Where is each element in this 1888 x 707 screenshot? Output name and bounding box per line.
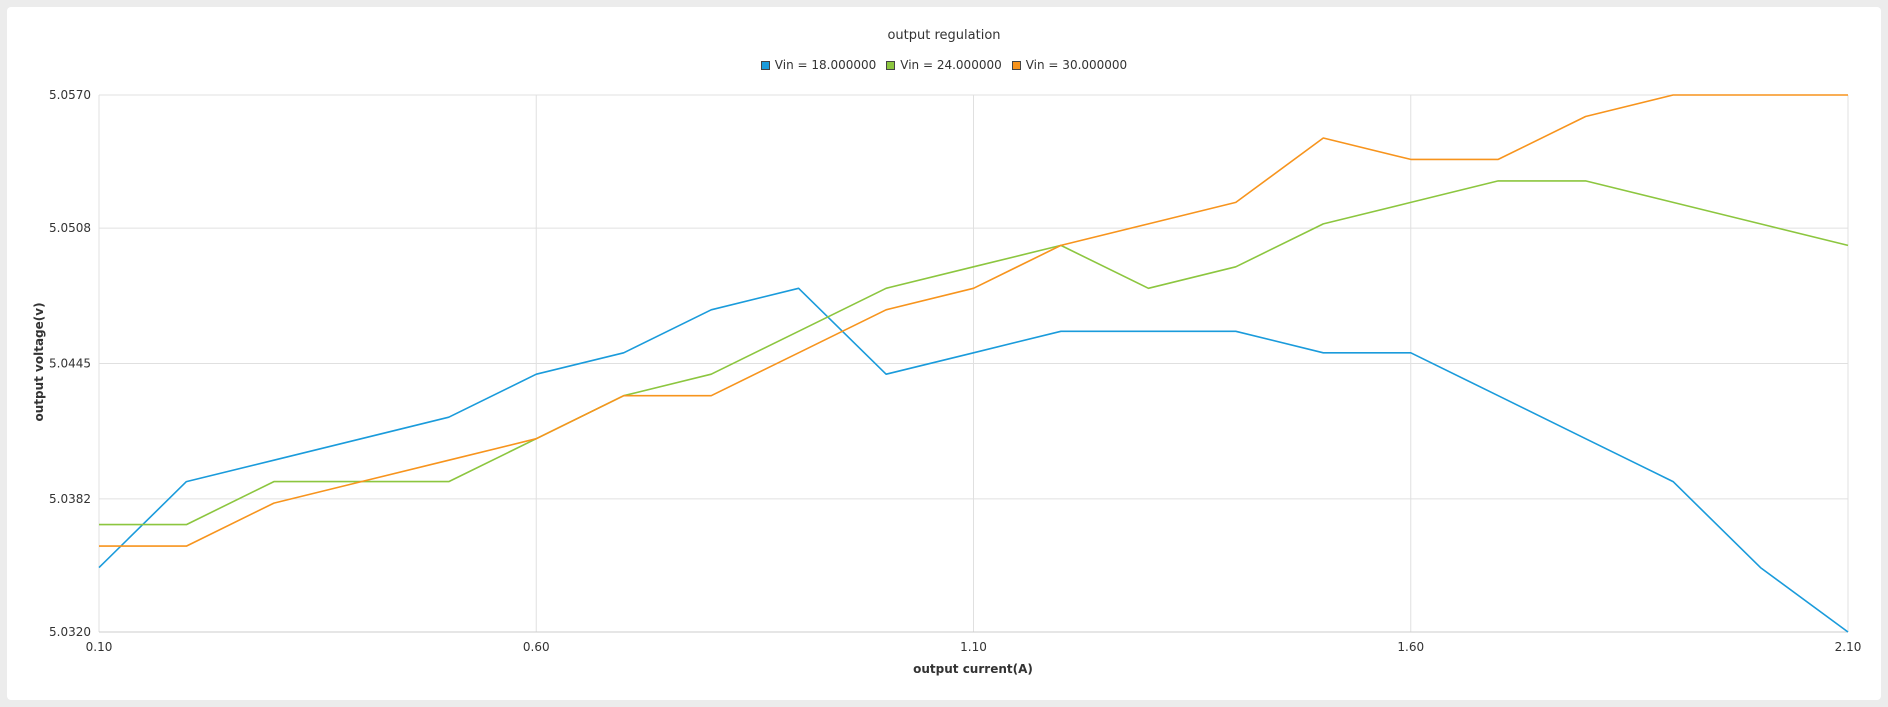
series-line-1[interactable] [99,180,1849,526]
legend-item-vin-30[interactable]: Vin = 30.000000 [1011,58,1128,72]
legend: Vin = 18.000000 Vin = 24.000000 Vin = 30… [0,58,1888,72]
y-tick-label: 5.0508 [49,221,91,235]
legend-swatch-vin-24 [886,60,896,70]
series-line-0[interactable] [98,287,1849,633]
legend-item-vin-18[interactable]: Vin = 18.000000 [760,58,877,72]
y-axis-ticks: 5.0320 5.0382 5.0445 5.0508 5.0570 [49,88,91,639]
x-tick-label: 0.60 [523,640,550,654]
legend-swatch-vin-18 [760,60,770,70]
x-tick-label: 0.10 [86,640,113,654]
y-axis-label: output voltage(v) [32,302,46,421]
legend-label-vin-18: Vin = 18.000000 [774,58,877,72]
x-tick-label: 1.60 [1397,640,1424,654]
x-tick-label: 2.10 [1835,640,1862,654]
series-layer [98,94,1849,633]
chart-panel [7,7,1881,700]
grid-lines [98,94,1849,633]
x-tick-label: 1.10 [960,640,987,654]
y-tick-label: 5.0445 [49,357,91,371]
legend-label-vin-24: Vin = 24.000000 [900,58,1002,72]
legend-label-vin-30: Vin = 30.000000 [1025,58,1128,72]
series-line-2[interactable] [99,94,1848,547]
y-tick-label: 5.0320 [49,625,91,639]
legend-swatch-vin-30 [1011,60,1021,70]
legend-item-vin-24[interactable]: Vin = 24.000000 [886,58,1002,72]
y-tick-label: 5.0570 [49,88,91,102]
x-axis-label: output current(A) [913,662,1033,676]
y-tick-label: 5.0382 [49,492,91,506]
x-axis-ticks: 0.10 0.60 1.10 1.60 2.10 [86,640,1862,654]
chart-title: output regulation [887,28,1001,43]
